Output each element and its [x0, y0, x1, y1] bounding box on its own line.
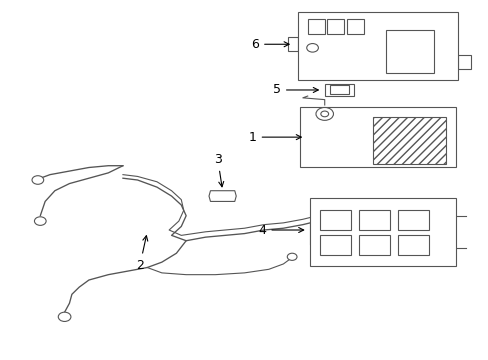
Bar: [397, 235, 428, 255]
Bar: [319, 210, 351, 230]
Circle shape: [34, 217, 46, 225]
Text: 3: 3: [213, 153, 223, 187]
Circle shape: [287, 253, 296, 260]
Bar: [319, 235, 351, 255]
Bar: [297, 12, 458, 80]
Text: 1: 1: [248, 131, 301, 144]
Bar: [346, 19, 363, 33]
Bar: [309, 198, 455, 266]
Polygon shape: [324, 84, 353, 96]
Bar: [385, 30, 433, 73]
Polygon shape: [458, 55, 469, 69]
Text: 4: 4: [258, 224, 303, 237]
Polygon shape: [208, 191, 236, 202]
Text: 6: 6: [251, 38, 288, 51]
Circle shape: [32, 176, 43, 184]
Text: 5: 5: [272, 84, 318, 96]
Circle shape: [306, 44, 318, 52]
Bar: [329, 85, 348, 94]
Bar: [307, 19, 324, 33]
Bar: [358, 235, 389, 255]
Circle shape: [58, 312, 71, 321]
Polygon shape: [287, 37, 297, 51]
Bar: [326, 19, 344, 33]
Text: 2: 2: [136, 236, 147, 271]
Circle shape: [320, 111, 328, 117]
Bar: [300, 107, 455, 167]
Circle shape: [315, 108, 333, 120]
Bar: [358, 210, 389, 230]
Bar: [372, 117, 446, 164]
Bar: [397, 210, 428, 230]
